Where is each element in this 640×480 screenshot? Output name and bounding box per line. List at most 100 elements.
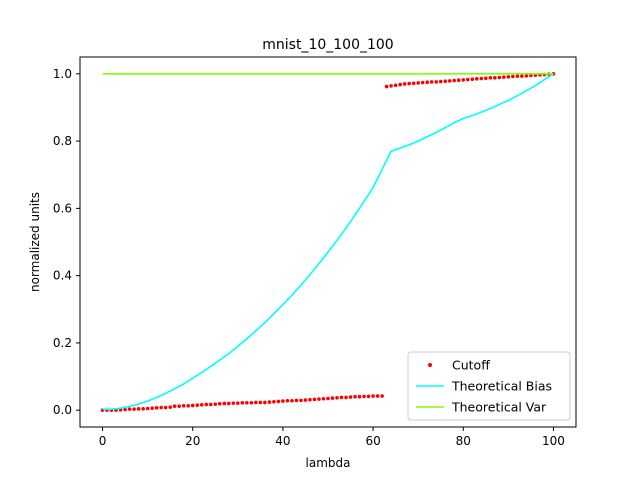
series-point-cutoff	[168, 405, 172, 409]
series-point-cutoff	[272, 399, 276, 404]
series-point-cutoff	[123, 407, 127, 412]
series-point-cutoff	[402, 82, 407, 86]
series-point-cutoff	[465, 77, 470, 82]
plot-marks	[100, 72, 556, 412]
series-point-cutoff	[145, 406, 150, 411]
series-point-cutoff	[267, 400, 272, 404]
series-point-cutoff	[434, 80, 439, 84]
series-point-cutoff	[371, 394, 375, 398]
series-point-cutoff	[154, 406, 159, 410]
series-point-cutoff	[208, 402, 213, 407]
x-tick-label: 80	[456, 434, 471, 448]
series-point-cutoff	[461, 78, 466, 82]
series-point-cutoff	[204, 402, 209, 407]
y-axis: 0.0 0.2 0.4 0.6 0.8 1.0	[53, 67, 80, 417]
series-point-cutoff	[326, 396, 330, 401]
series-point-cutoff	[497, 75, 502, 80]
legend-label-theoretical-bias: Theoretical Bias	[451, 379, 552, 394]
series-point-cutoff	[285, 398, 290, 403]
series-point-cutoff	[411, 81, 416, 86]
series-point-cutoff	[380, 394, 384, 398]
series-point-cutoff	[227, 401, 231, 406]
series-point-cutoff	[484, 76, 488, 80]
legend-swatch-cutoff	[428, 363, 432, 367]
series-point-cutoff	[199, 403, 204, 407]
series-point-cutoff	[231, 401, 236, 405]
series-point-cutoff	[362, 394, 366, 399]
y-tick-label: 0.2	[53, 336, 72, 350]
series-point-cutoff	[393, 83, 398, 88]
series-point-cutoff	[213, 402, 218, 406]
series-point-cutoff	[515, 74, 520, 78]
legend-label-cutoff: Cutoff	[452, 358, 490, 373]
legend-label-theoretical-var: Theoretical Var	[451, 400, 547, 415]
y-tick-label: 0.8	[53, 134, 72, 148]
series-point-cutoff	[294, 398, 299, 403]
series-point-cutoff	[344, 395, 348, 400]
x-axis-label: lambda	[306, 456, 351, 470]
y-tick-label: 1.0	[53, 67, 72, 81]
series-point-cutoff	[416, 81, 420, 85]
series-point-cutoff	[493, 76, 497, 80]
series-point-cutoff	[127, 407, 132, 411]
y-tick-label: 0.6	[53, 201, 72, 215]
series-point-cutoff	[308, 397, 312, 402]
series-point-cutoff	[447, 79, 452, 83]
series-point-cutoff	[263, 400, 267, 405]
series-point-cutoff	[181, 404, 186, 408]
series-point-cutoff	[321, 396, 326, 401]
series-point-cutoff	[475, 77, 479, 81]
series-point-cutoff	[348, 395, 353, 399]
series-point-cutoff	[299, 398, 303, 403]
series-point-cutoff	[425, 80, 430, 85]
x-tick-label: 40	[275, 434, 290, 448]
series-point-cutoff	[303, 398, 308, 402]
legend-box	[407, 351, 571, 421]
series-point-cutoff	[479, 76, 484, 81]
series-point-cutoff	[132, 407, 136, 411]
series-point-cutoff	[384, 84, 389, 89]
series-point-cutoff	[276, 399, 281, 404]
series-point-cutoff	[335, 395, 339, 400]
series-point-cutoff	[429, 80, 434, 84]
series-point-cutoff	[240, 400, 245, 405]
series-point-cutoff	[163, 405, 168, 410]
series-point-cutoff	[389, 84, 393, 88]
series-point-cutoff	[290, 398, 294, 403]
legend: Cutoff Theoretical Bias Theoretical Var	[407, 351, 571, 421]
series-point-cutoff	[222, 401, 227, 406]
series-point-cutoff	[236, 401, 240, 405]
series-point-cutoff	[330, 396, 335, 400]
series-point-cutoff	[353, 394, 357, 399]
series-point-cutoff	[488, 76, 493, 80]
series-point-cutoff	[190, 403, 195, 408]
series-point-cutoff	[249, 400, 254, 405]
series-point-cutoff	[177, 404, 181, 408]
series-point-cutoff	[366, 394, 371, 399]
series-point-cutoff	[470, 77, 475, 81]
series-point-cutoff	[398, 82, 402, 87]
x-axis: 0 20 40 60 80 100	[99, 427, 565, 448]
series-point-cutoff	[357, 394, 362, 399]
series-point-cutoff	[186, 404, 191, 408]
series-point-cutoff	[150, 406, 154, 410]
series-point-cutoff	[438, 79, 443, 84]
x-tick-label: 0	[99, 434, 107, 448]
series-point-cutoff	[511, 74, 515, 79]
series-point-cutoff	[141, 407, 145, 411]
series-point-cutoff	[245, 400, 249, 405]
series-point-cutoff	[312, 397, 317, 402]
y-tick-label: 0.0	[53, 403, 72, 417]
series-point-cutoff	[339, 395, 344, 400]
series-point-cutoff	[317, 397, 321, 401]
y-axis-label: normalized units	[28, 192, 42, 292]
x-tick-label: 60	[365, 434, 380, 448]
x-tick-label: 20	[185, 434, 200, 448]
series-point-cutoff	[407, 81, 411, 86]
series-point-cutoff	[420, 80, 425, 85]
series-point-cutoff	[443, 79, 448, 84]
series-point-cutoff	[506, 75, 511, 79]
series-point-cutoff	[375, 394, 380, 398]
plot-frame	[79, 56, 577, 428]
